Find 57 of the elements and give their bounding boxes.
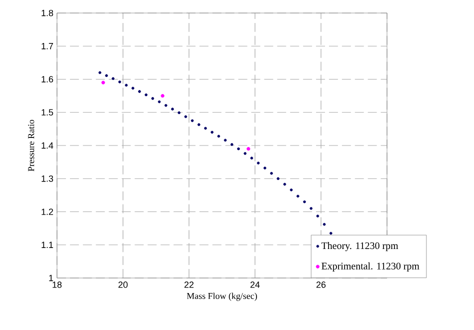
point <box>158 100 161 104</box>
y-tick-label: 1.6 <box>42 76 54 82</box>
point <box>118 80 122 84</box>
point <box>124 84 128 87</box>
point <box>184 115 188 118</box>
point <box>160 94 164 98</box>
point <box>237 147 240 150</box>
point <box>264 166 266 170</box>
point <box>256 162 260 164</box>
point <box>246 147 250 151</box>
point <box>151 97 154 100</box>
point <box>303 200 306 204</box>
point <box>330 232 332 235</box>
x-tick-label: 18 <box>52 282 62 288</box>
y-axis-title: Pressure Ratio <box>28 120 34 172</box>
y-tick-label: 1.7 <box>42 43 54 50</box>
point <box>171 108 174 110</box>
point <box>250 156 254 160</box>
point <box>283 182 286 186</box>
y-tick-label: 1.5 <box>42 109 54 116</box>
point <box>98 71 102 74</box>
point <box>296 194 300 198</box>
point <box>270 172 273 175</box>
y-tick-label: 1 <box>49 274 54 282</box>
point <box>198 123 200 126</box>
x-tick-label: 24 <box>250 282 260 288</box>
legend-label: Theory. 11230 rpm <box>321 242 398 252</box>
point <box>190 119 194 122</box>
point <box>144 93 148 96</box>
point <box>322 222 326 226</box>
point <box>138 90 141 93</box>
point <box>101 80 105 84</box>
point <box>290 188 293 192</box>
x-tick-label: 20 <box>118 282 128 288</box>
x-tick-label: 22 <box>184 282 194 288</box>
x-axis-title: Mass Flow (kg/sec) <box>186 292 257 301</box>
y-tick-label: 1.4 <box>42 142 54 149</box>
point <box>244 152 246 155</box>
point <box>178 111 180 114</box>
point <box>210 130 214 134</box>
point <box>276 177 280 180</box>
point <box>316 214 320 218</box>
point <box>105 74 108 77</box>
y-tick-label: 1.3 <box>42 175 54 182</box>
y-tick-label: 1.8 <box>42 10 54 16</box>
point <box>132 86 134 90</box>
y-tick-label: 1.1 <box>42 242 54 248</box>
y-tick-label: 1.2 <box>42 208 54 215</box>
point <box>224 138 227 142</box>
x-tick-label: 26 <box>316 282 326 288</box>
point <box>204 126 207 130</box>
point <box>310 207 312 210</box>
point <box>164 104 168 107</box>
point <box>230 143 234 146</box>
legend-label: Exprimental. 11230 rpm <box>322 262 420 272</box>
point <box>217 134 220 138</box>
point <box>112 77 114 80</box>
